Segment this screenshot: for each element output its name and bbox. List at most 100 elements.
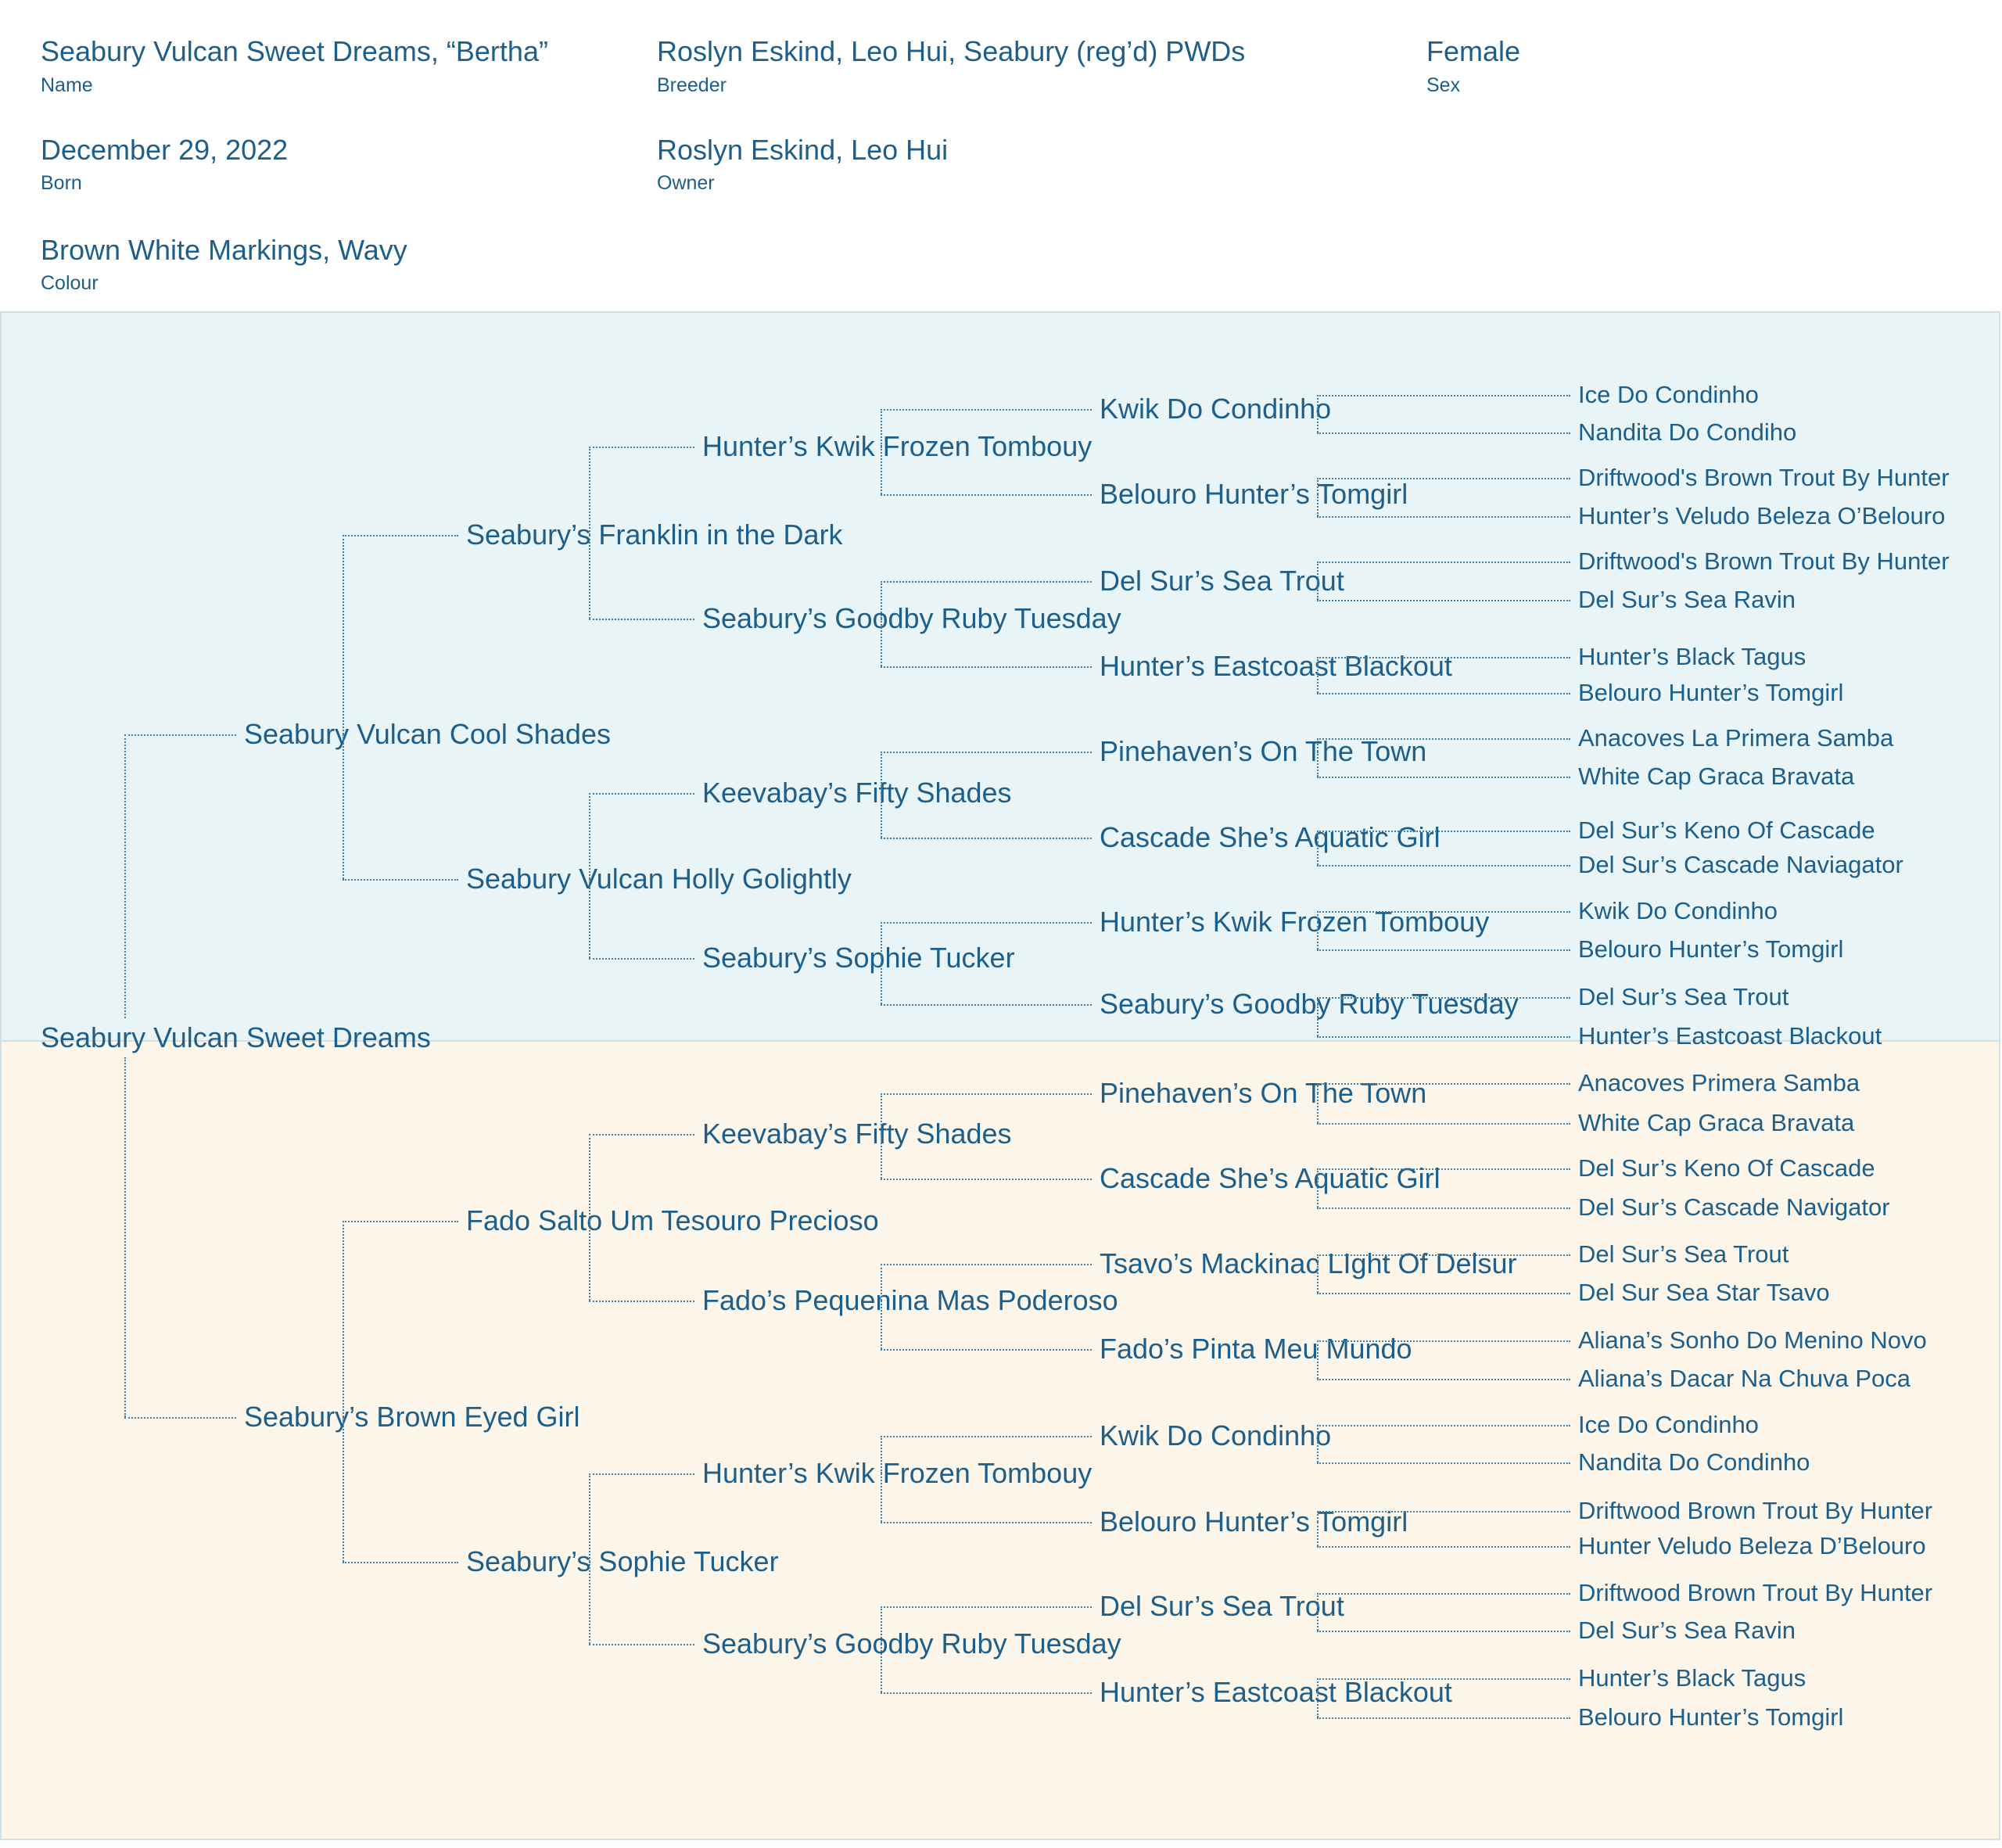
connector-line: [589, 447, 694, 448]
connector-line: [1317, 1522, 1319, 1546]
connector-line: [1317, 738, 1319, 752]
gen4-ancestor-dam: Nandita Do Condiho: [1578, 418, 1797, 446]
gen4-ancestor-dam: Belouro Hunter’s Tomgirl: [1578, 935, 1844, 963]
connector-line: [881, 409, 882, 447]
connector-line: [881, 447, 882, 494]
connector-line: [343, 734, 344, 879]
connector-line: [881, 581, 1092, 583]
gen4-ancestor-sire: Driftwood's Brown Trout By Hunter: [1578, 464, 1950, 491]
gen3-ancestor-sire: Pinehaven’s On The Town: [1100, 735, 1427, 767]
connector-line: [1317, 1264, 1319, 1293]
connector-line: [881, 1692, 1092, 1694]
connector-line: [881, 1473, 882, 1522]
great-grand-dam: Seabury’s Goodby Ruby Tuesday: [702, 1627, 1121, 1660]
connector-line: [1317, 777, 1570, 778]
gen3-ancestor-dam: Belouro Hunter’s Tomgirl: [1100, 478, 1408, 510]
sex-label: Sex: [1426, 74, 1461, 96]
connector-line: [1317, 831, 1319, 838]
connector-line: [343, 1562, 458, 1563]
connector-line: [1317, 949, 1570, 951]
gen3-ancestor-dam: Cascade She’s Aquatic Girl: [1100, 821, 1441, 853]
colour-label: Colour: [41, 272, 99, 294]
connector-line: [881, 1349, 1092, 1351]
great-grand-sire: Keevabay’s Fifty Shades: [702, 1118, 1012, 1150]
connector-line: [1317, 432, 1570, 434]
connector-line: [1317, 600, 1570, 601]
connector-line: [1317, 478, 1319, 494]
connector-line: [589, 1644, 694, 1645]
grand-sire: Seabury’s Franklin in the Dark: [466, 519, 843, 551]
connector-line: [1317, 1678, 1319, 1692]
breeder-label: Breeder: [657, 74, 727, 96]
gen4-ancestor-dam: White Cap Graca Bravata: [1578, 763, 1855, 790]
gen3-ancestor-sire: Del Sur’s Sea Trout: [1100, 565, 1344, 597]
connector-line: [1317, 1593, 1570, 1595]
connector-line: [881, 1436, 882, 1473]
connector-line: [124, 734, 126, 1018]
born-value: December 29, 2022: [41, 134, 289, 166]
connector-line: [1317, 1631, 1570, 1632]
connector-line: [589, 619, 694, 620]
connector-line: [881, 1522, 1092, 1523]
gen4-ancestor-sire: Hunter’s Black Tagus: [1578, 643, 1806, 670]
connector-line: [1317, 838, 1319, 865]
gen4-ancestor-sire: Driftwood Brown Trout By Hunter: [1578, 1579, 1933, 1606]
connector-line: [881, 1264, 882, 1301]
connector-line: [1317, 997, 1570, 999]
gen4-ancestor-dam: Hunter’s Eastcoast Blackout: [1578, 1022, 1882, 1050]
connector-line: [1317, 911, 1319, 922]
connector-line: [1317, 1511, 1319, 1522]
gen4-ancestor-sire: Kwik Do Condinho: [1578, 897, 1778, 924]
connector-line: [881, 922, 1092, 924]
gen3-ancestor-sire: Del Sur’s Sea Trout: [1100, 1590, 1344, 1622]
gen4-ancestor-sire: Ice Do Condinho: [1578, 1411, 1759, 1438]
dog-name-value: Seabury Vulcan Sweet Dreams, “Bertha”: [41, 35, 548, 67]
connector-line: [1317, 478, 1570, 479]
connector-line: [1317, 1511, 1570, 1512]
connector-line: [589, 1221, 590, 1301]
connector-line: [1317, 1678, 1570, 1680]
gen4-ancestor-sire: Del Sur’s Keno Of Cascade: [1578, 816, 1875, 844]
subject-dog: Seabury Vulcan Sweet Dreams: [41, 1021, 431, 1053]
grand-dam: Seabury Vulcan Holly Golightly: [466, 863, 852, 895]
connector-line: [1317, 693, 1570, 694]
born-label: Born: [41, 172, 82, 194]
connector-line: [1317, 1717, 1570, 1719]
connector-line: [343, 535, 458, 536]
connector-line: [124, 1417, 236, 1419]
great-grand-dam: Seabury’s Sophie Tucker: [702, 942, 1015, 974]
gen3-ancestor-dam: Fado’s Pinta Meu Mundo: [1100, 1333, 1412, 1365]
connector-line: [1317, 494, 1319, 516]
connector-line: [343, 1417, 344, 1562]
dam-side-panel: [0, 1040, 2000, 1840]
grand-sire: Fado Salto Um Tesouro Precioso: [466, 1204, 879, 1236]
connector-line: [1317, 831, 1570, 832]
connector-line: [589, 535, 590, 619]
gen3-ancestor-sire: Pinehaven’s On The Town: [1100, 1077, 1427, 1109]
dog-name-label: Name: [41, 74, 93, 96]
connector-line: [1317, 1340, 1319, 1349]
connector-line: [589, 1473, 694, 1475]
connector-line: [1317, 395, 1319, 409]
connector-line: [1317, 752, 1319, 777]
gen4-ancestor-dam: White Cap Graca Bravata: [1578, 1109, 1855, 1136]
connector-line: [589, 1473, 590, 1562]
connector-line: [1317, 1379, 1570, 1380]
connector-line: [1317, 1207, 1570, 1209]
sire-side-panel: [0, 311, 2000, 1042]
gen4-ancestor-sire: Anacoves La Primera Samba: [1578, 724, 1894, 752]
connector-line: [881, 1606, 882, 1644]
connector-line: [1317, 1340, 1570, 1342]
connector-line: [1317, 409, 1319, 432]
connector-line: [1317, 1546, 1570, 1548]
gen4-ancestor-dam: Belouro Hunter’s Tomgirl: [1578, 679, 1844, 706]
connector-line: [881, 581, 882, 619]
gen4-ancestor-sire: Driftwood's Brown Trout By Hunter: [1578, 547, 1950, 575]
connector-line: [881, 1606, 1092, 1608]
gen4-ancestor-sire: Ice Do Condinho: [1578, 381, 1759, 408]
gen4-ancestor-dam: Del Sur’s Sea Ravin: [1578, 586, 1796, 613]
connector-line: [589, 447, 590, 535]
connector-line: [589, 793, 590, 879]
connector-line: [881, 1179, 1092, 1180]
